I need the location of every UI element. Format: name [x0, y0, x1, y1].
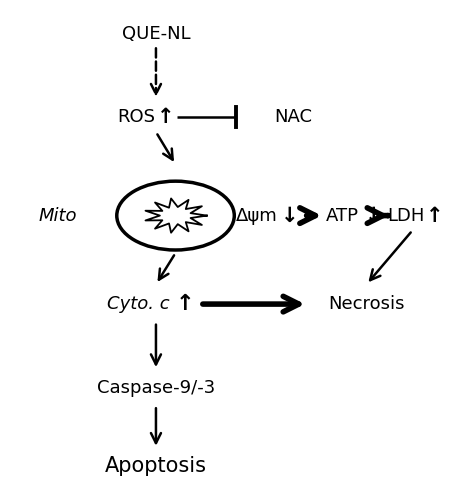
Text: ↑: ↑ — [176, 294, 195, 314]
Text: ATP: ATP — [325, 206, 359, 224]
Text: Necrosis: Necrosis — [328, 295, 405, 313]
Text: ↓: ↓ — [364, 206, 382, 226]
Text: ROS: ROS — [117, 108, 155, 126]
Text: Mito: Mito — [39, 206, 77, 224]
Text: ↓: ↓ — [281, 206, 299, 226]
Text: QUE-NL: QUE-NL — [122, 24, 190, 42]
Text: Δψm: Δψm — [236, 206, 278, 224]
Text: ↑: ↑ — [157, 108, 175, 127]
Text: LDH: LDH — [387, 206, 424, 224]
Text: Caspase-9/-3: Caspase-9/-3 — [97, 378, 215, 396]
Text: ↑: ↑ — [426, 206, 444, 226]
Text: Apoptosis: Apoptosis — [105, 456, 207, 476]
Text: NAC: NAC — [274, 108, 312, 126]
Text: Cyto. c: Cyto. c — [107, 295, 170, 313]
